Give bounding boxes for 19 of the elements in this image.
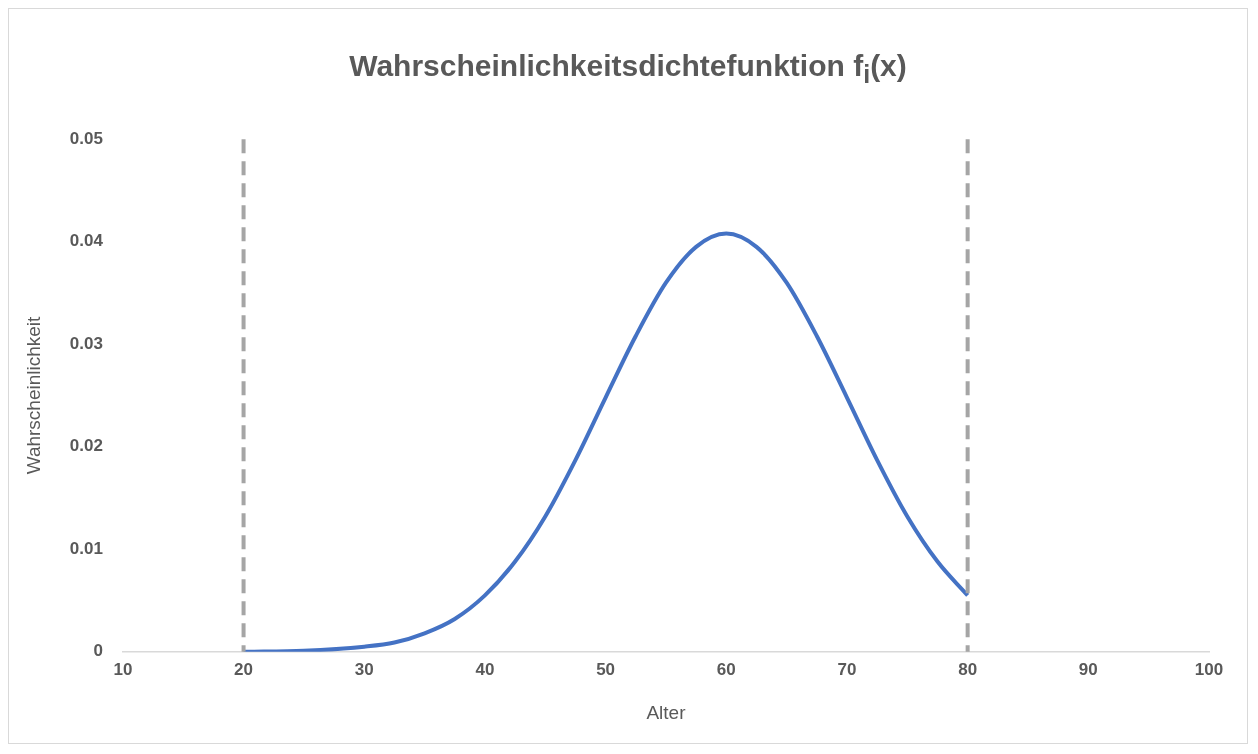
y-tick-label: 0 xyxy=(93,641,103,661)
x-tick-label: 50 xyxy=(596,659,616,679)
x-tick-label: 70 xyxy=(837,659,857,679)
x-axis-title: Alter xyxy=(646,701,687,723)
x-tick-label: 80 xyxy=(958,659,978,679)
y-tick-label: 0.02 xyxy=(69,436,103,456)
y-tick-label: 0.05 xyxy=(69,128,103,148)
y-axis-title: Wahrscheinlichkeit xyxy=(22,315,44,475)
x-tick-label: 100 xyxy=(1194,659,1224,679)
x-tick-label: 40 xyxy=(475,659,495,679)
y-tick-label: 0.03 xyxy=(69,333,103,353)
x-tick-label: 30 xyxy=(354,659,374,679)
x-tick-label: 10 xyxy=(113,659,133,679)
x-tick-label: 60 xyxy=(716,659,736,679)
y-tick-label: 0.04 xyxy=(69,231,104,251)
y-tick-label: 0.01 xyxy=(69,538,103,558)
x-tick-label: 20 xyxy=(234,659,254,679)
x-tick-label: 90 xyxy=(1078,659,1098,679)
chart-title: Wahrscheinlichkeitsdichtefunktion f$_{i}$(x) xyxy=(348,48,908,90)
